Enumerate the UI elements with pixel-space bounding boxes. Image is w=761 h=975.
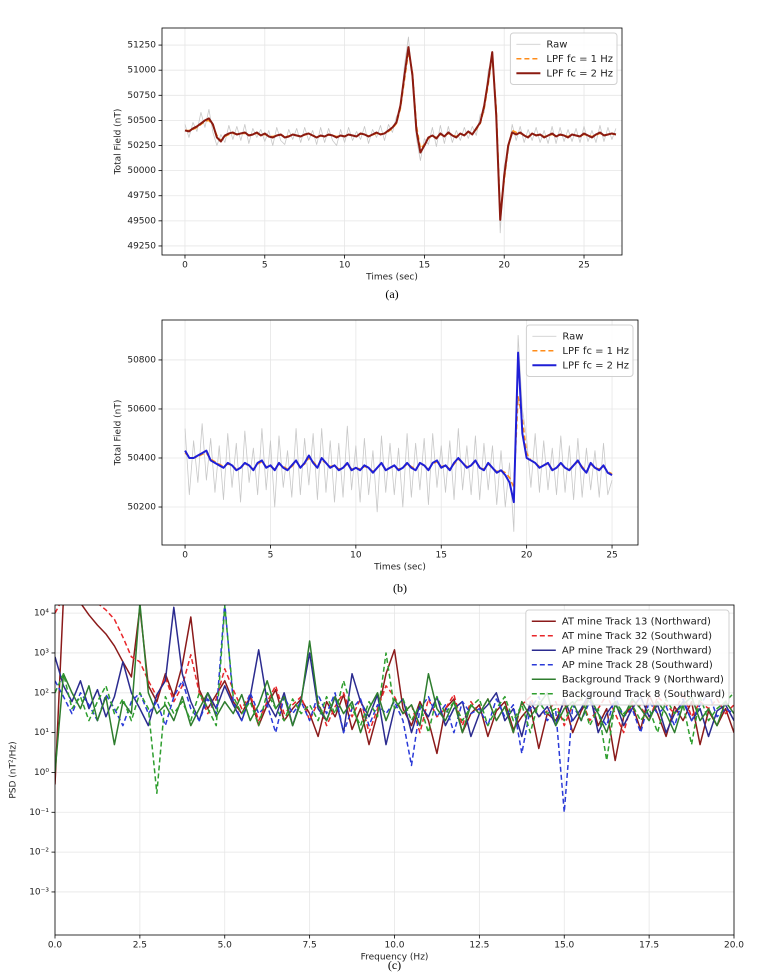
y-tick-label: 50400 [127,453,156,463]
x-tick-label: 20.0 [724,941,744,951]
y-tick-label: 10⁻³ [29,887,49,897]
series-line [55,605,734,734]
x-tick-label: 25 [606,551,617,561]
legend-label: AP mine Track 29 (Northward) [562,645,712,656]
x-tick-label: 7.5 [302,941,316,951]
series-line [184,46,617,221]
x-tick-label: 5.0 [218,941,233,951]
legend-label: Background Track 9 (Northward) [562,674,724,685]
x-tick-label: 25 [578,261,589,271]
y-axis-label: Total Field (nT) [114,109,124,176]
panel: 0 5 10 15 20 25 49250 49500 49750 50000 50250 50500… [114,27,623,301]
series-line [55,605,734,773]
y-tick-label: 10⁻² [29,848,49,858]
y-tick-label: 51250 [127,41,156,51]
series-line [184,335,613,532]
caption: (a) [385,287,398,301]
axes-frame [161,319,639,546]
x-axis-label: Times (sec) [365,273,418,283]
x-tick-label: 0 [182,551,188,561]
x-tick-label: 17.5 [639,941,659,951]
panel: 0.0 2.5 5.0 7.5 10.0 12.5 15.0 17.5 20.0 10⁻³ 10⁻²… [9,604,744,972]
panel: 0 5 10 15 20 25 50200 50400 50600 50800 Times (sec… [114,319,639,595]
series-line [184,351,613,504]
y-tick-label: 10³ [34,648,49,658]
y-tick-label: 10⁰ [34,768,49,778]
y-tick-label: 50800 [127,355,156,365]
y-tick-label: 50200 [127,503,156,513]
x-tick-label: 15 [419,261,430,271]
y-tick-label: 49750 [127,191,156,201]
y-axis-label: Total Field (nT) [114,400,124,467]
x-axis-label: Frequency (Hz) [361,953,429,963]
x-axis-label: Times (sec) [373,563,426,573]
x-tick-label: 10 [339,261,351,271]
series-line [184,395,613,489]
y-axis-label: PSD (nT²/Hz) [9,741,19,798]
x-tick-label: 20 [521,551,533,561]
y-tick-label: 50750 [127,91,156,101]
axes-frame [54,604,735,936]
legend-label: Background Track 8 (Southward) [562,689,725,700]
x-tick-label: 12.5 [469,941,489,951]
legend-label: LPF fc = 1 Hz [562,346,629,357]
series-line [55,605,734,795]
legend-box [509,32,618,85]
legend-label: AT mine Track 13 (Northward) [562,616,711,627]
y-tick-label: 10¹ [34,728,49,738]
legend-label: Raw [546,39,567,50]
legend-label: AP mine Track 28 (Southward) [562,660,713,671]
y-tick-label: 10² [34,688,49,698]
y-tick-label: 10⁴ [34,609,49,619]
legend-label: LPF fc = 2 Hz [546,68,613,79]
x-tick-label: 10.0 [384,941,404,951]
series-line [55,605,734,785]
y-tick-label: 50000 [127,166,156,176]
y-tick-label: 10⁻¹ [29,808,49,818]
caption: (b) [393,581,407,595]
x-tick-label: 5 [262,261,268,271]
caption: (c) [388,958,401,972]
x-tick-label: 5 [268,551,274,561]
x-tick-label: 0.0 [48,941,63,951]
legend: Raw LPF fc = 1 Hz LPF fc = 2 Hz [525,324,634,377]
legend-label: LPF fc = 1 Hz [546,54,613,65]
y-tick-label: 50250 [127,141,156,151]
y-tick-label: 49250 [127,241,156,251]
legend-label: LPF fc = 2 Hz [562,360,629,371]
axes-frame [161,27,623,256]
x-tick-label: 10 [350,551,362,561]
legend-label: AT mine Track 32 (Southward) [562,631,712,642]
y-tick-label: 51000 [127,66,156,76]
legend: AT mine Track 13 (Northward) AT mine Trac… [525,609,730,706]
legend: Raw LPF fc = 1 Hz LPF fc = 2 Hz [509,32,618,85]
legend-label: Raw [562,331,583,342]
y-tick-label: 50500 [127,116,156,126]
x-tick-label: 20 [498,261,510,271]
y-tick-label: 50600 [127,404,156,414]
y-tick-label: 49500 [127,216,156,226]
x-tick-label: 15 [436,551,447,561]
x-tick-label: 15.0 [554,941,574,951]
legend-box [525,324,634,377]
x-tick-label: 0 [182,261,188,271]
legend-box [525,609,730,706]
x-tick-label: 2.5 [133,941,147,951]
